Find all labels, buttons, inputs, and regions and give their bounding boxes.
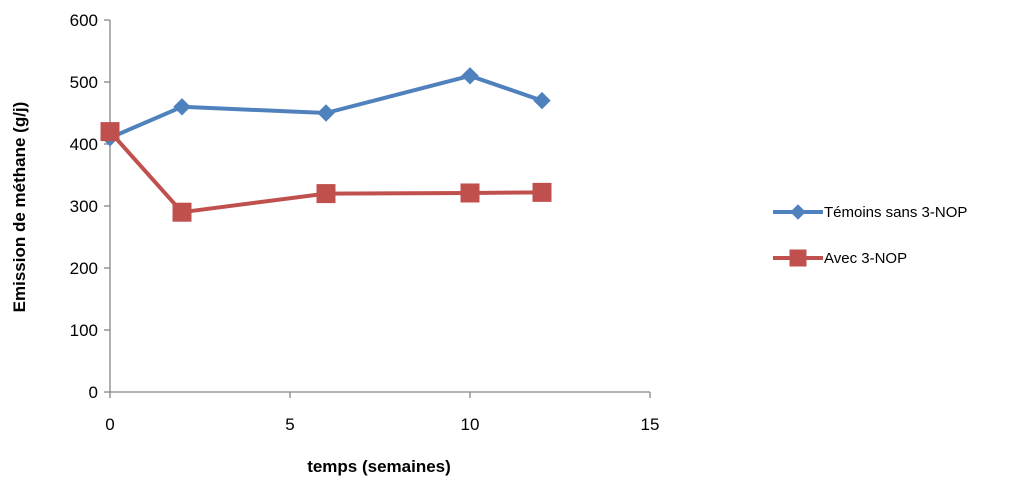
y-tick-label: 600 <box>70 11 98 30</box>
data-point <box>172 202 192 222</box>
x-tick-label: 5 <box>285 415 294 434</box>
legend-marker <box>790 204 806 220</box>
legend-item-2: Avec 3-NOP <box>773 249 907 267</box>
legend-item-1: Témoins sans 3-NOP <box>773 204 967 221</box>
y-tick-label: 100 <box>70 321 98 340</box>
tick-labels: 0 100 200 300 400 500 600 0 5 10 15 <box>70 11 660 434</box>
series-1 <box>101 67 551 147</box>
legend-label: Témoins sans 3-NOP <box>824 204 967 221</box>
data-point <box>100 122 120 142</box>
legend-label: Avec 3-NOP <box>824 250 907 267</box>
legend-marker <box>789 249 807 267</box>
data-point <box>461 67 479 85</box>
data-point <box>533 91 551 110</box>
data-point <box>173 98 191 116</box>
data-point <box>532 182 552 202</box>
data-point <box>460 183 480 203</box>
x-axis-title: temps (semaines) <box>307 457 451 476</box>
series-2 <box>100 122 552 222</box>
y-tick-label: 300 <box>70 197 98 216</box>
x-tick-label: 10 <box>461 415 480 434</box>
series-layer <box>100 67 552 222</box>
y-axis-title: Emission de méthane (g/j) <box>10 102 29 313</box>
data-point <box>316 184 336 204</box>
y-tick-label: 400 <box>70 135 98 154</box>
x-tick-label: 15 <box>641 415 660 434</box>
y-tick-label: 500 <box>70 73 98 92</box>
ticks <box>104 19 651 398</box>
data-point <box>317 104 335 122</box>
x-tick-label: 0 <box>105 415 114 434</box>
legend: Témoins sans 3-NOP Avec 3-NOP <box>773 204 967 267</box>
y-tick-label: 0 <box>89 383 98 402</box>
y-tick-label: 200 <box>70 259 98 278</box>
